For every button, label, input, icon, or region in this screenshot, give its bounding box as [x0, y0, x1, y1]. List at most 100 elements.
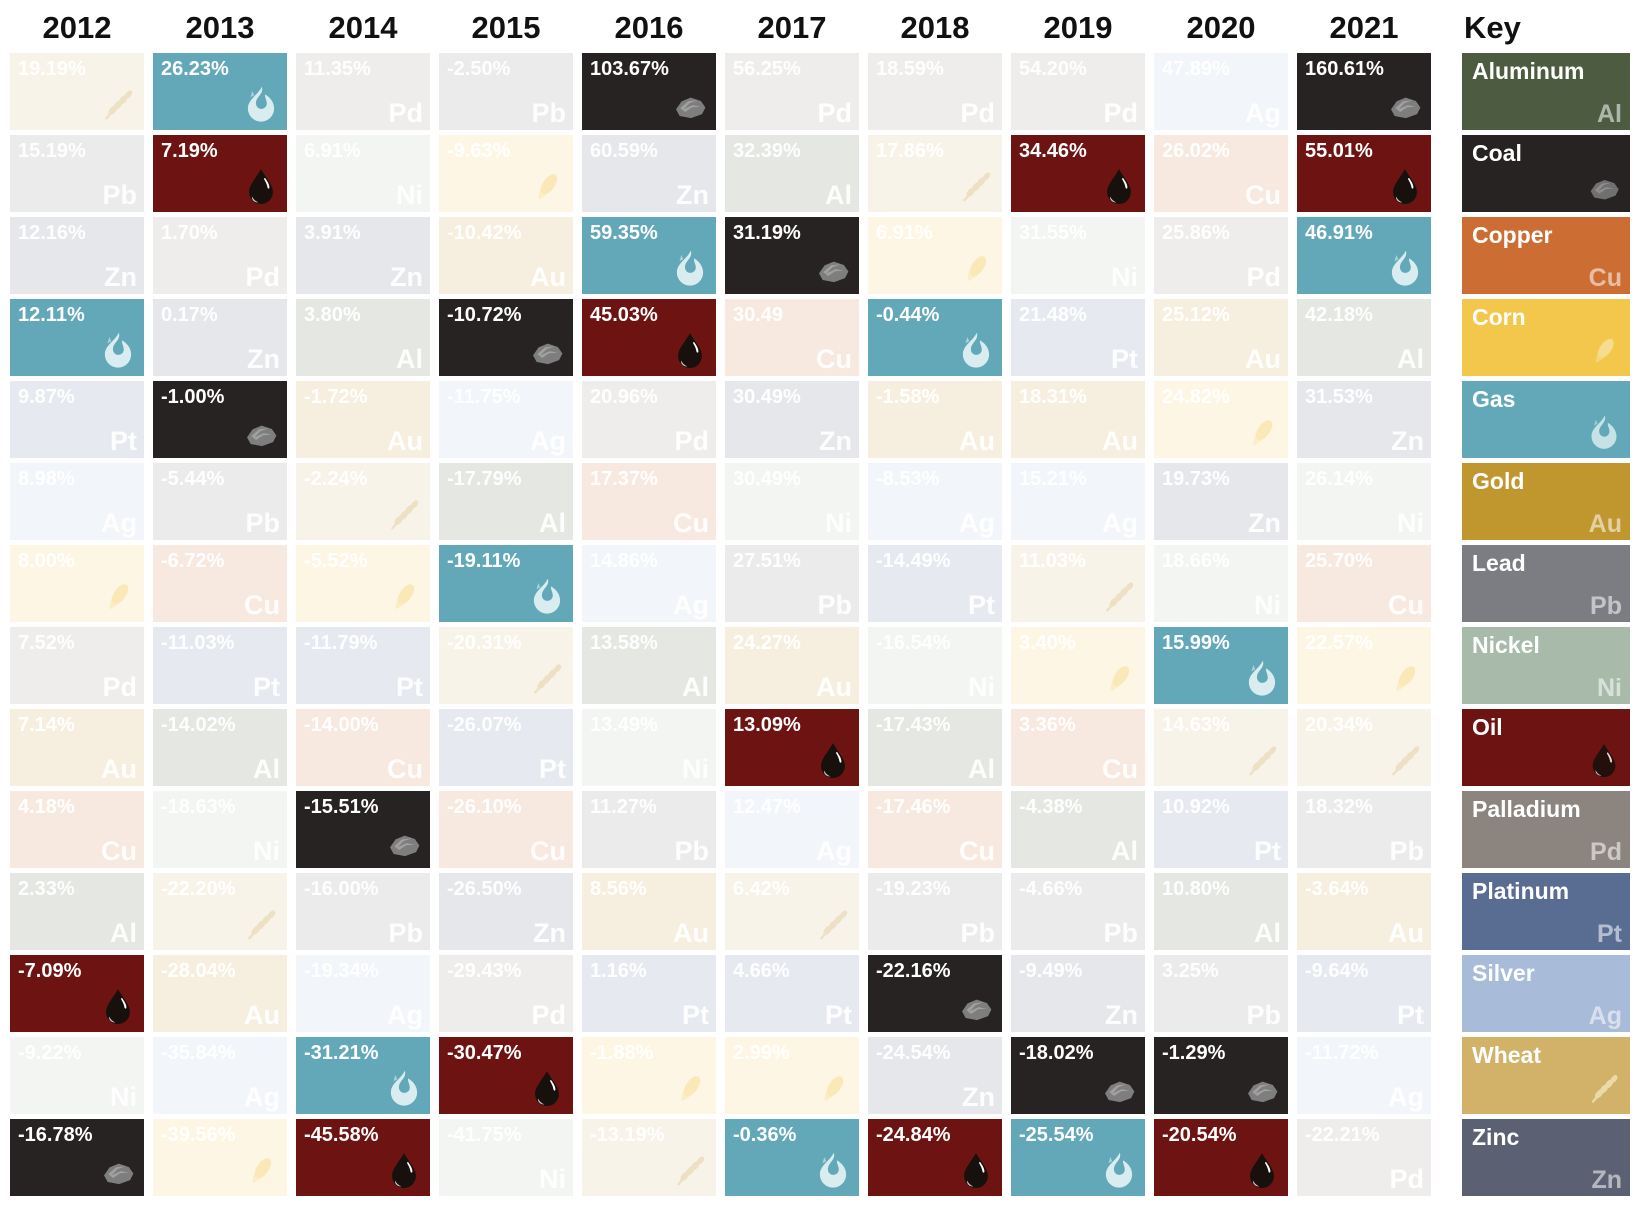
return-value: 21.48%	[1019, 304, 1087, 326]
element-symbol: Pt	[253, 672, 280, 702]
element-symbol: Cu	[101, 836, 137, 866]
return-value: -9.64%	[1305, 960, 1369, 982]
corn-icon	[1098, 658, 1140, 700]
cell-2014-copper: -14.00% Cu	[296, 709, 430, 786]
cell-2019-copper: 3.36% Cu	[1011, 709, 1145, 786]
key-item-nickel: Nickel Ni	[1462, 627, 1630, 704]
return-value: -10.42%	[447, 222, 522, 244]
return-value: -24.54%	[876, 1042, 951, 1064]
cell-2013-zinc: 0.17% Zn	[153, 299, 287, 376]
cell-2014-gas: -31.21%	[296, 1037, 430, 1114]
element-symbol: Ni	[682, 754, 709, 784]
year-header-2016: 2016	[614, 10, 684, 45]
wheat-icon	[1098, 576, 1140, 618]
return-value: 6.42%	[733, 878, 790, 900]
cell-2021-aluminum: 42.18% Al	[1297, 299, 1431, 376]
cell-2018-palladium: 18.59% Pd	[868, 53, 1002, 130]
element-symbol: Pd	[960, 98, 995, 128]
cell-2013-nickel: -18.63% Ni	[153, 791, 287, 868]
cell-2015-zinc: -26.50% Zn	[439, 873, 573, 950]
element-symbol: Ag	[1588, 1002, 1622, 1030]
return-value: 6.91%	[876, 222, 933, 244]
return-value: 12.47%	[733, 796, 801, 818]
coal-icon	[526, 330, 568, 372]
return-value: 2.33%	[18, 878, 75, 900]
cell-2016-silver: 14.86% Ag	[582, 545, 716, 622]
cell-2012-gas: 12.11%	[10, 299, 144, 376]
element-symbol: Zn	[533, 918, 566, 948]
key-item-gas: Gas	[1462, 381, 1630, 458]
element-symbol: Ag	[244, 1082, 280, 1112]
element-symbol: Al	[1111, 836, 1138, 866]
cell-2014-wheat: -2.24%	[296, 463, 430, 540]
cell-2013-coal: -1.00%	[153, 381, 287, 458]
element-symbol: Pb	[102, 180, 137, 210]
return-value: -16.00%	[304, 878, 379, 900]
return-value: 11.27%	[590, 796, 657, 818]
cell-2021-palladium: -22.21% Pd	[1297, 1119, 1431, 1196]
year-column-2015: 2015 -2.50% Pb -9.63% -10.42% Au -10.72% -11.75…	[439, 8, 573, 1196]
year-header-2019: 2019	[1043, 10, 1113, 45]
cell-2012-coal: -16.78%	[10, 1119, 144, 1196]
element-symbol: Au	[816, 672, 852, 702]
oil-drop-icon	[955, 1150, 997, 1192]
element-symbol: Pd	[245, 262, 280, 292]
cell-2021-wheat: 20.34%	[1297, 709, 1431, 786]
cell-2020-palladium: 25.86% Pd	[1154, 217, 1288, 294]
key-item-label: Copper	[1472, 222, 1553, 248]
key-item-platinum: Platinum Pt	[1462, 873, 1630, 950]
cell-2020-corn: 24.82%	[1154, 381, 1288, 458]
cell-2015-palladium: -29.43% Pd	[439, 955, 573, 1032]
return-value: -11.75%	[447, 386, 521, 408]
element-symbol: Ni	[396, 180, 423, 210]
return-value: -45.58%	[304, 1124, 379, 1146]
return-value: 18.66%	[1162, 550, 1230, 572]
wheat-icon	[526, 658, 568, 700]
return-value: -9.49%	[1019, 960, 1083, 982]
cell-2014-palladium: 11.35% Pd	[296, 53, 430, 130]
element-symbol: Zn	[1248, 508, 1281, 538]
cell-2021-platinum: -9.64% Pt	[1297, 955, 1431, 1032]
return-value: 26.14%	[1305, 468, 1373, 490]
year-column-2013: 2013 26.23% 7.19% 1.70% Pd 0.17% Zn -1.00% -5.44…	[153, 8, 287, 1196]
wheat-icon	[1241, 740, 1283, 782]
return-value: -41.75%	[447, 1124, 522, 1146]
cell-2020-silver: 47.89% Ag	[1154, 53, 1288, 130]
return-value: -16.54%	[876, 632, 951, 654]
year-column-2020: 2020 47.89% Ag 26.02% Cu 25.86% Pd 25.12% Au 24.8…	[1154, 8, 1288, 1196]
corn-icon	[1384, 658, 1426, 700]
element-symbol: Zn	[819, 426, 852, 456]
return-value: -9.63%	[447, 140, 511, 162]
year-header-2014: 2014	[328, 10, 398, 45]
element-symbol: Pd	[1590, 838, 1622, 866]
flame-icon	[383, 1068, 425, 1110]
return-value: 103.67%	[590, 58, 669, 80]
return-value: 8.56%	[590, 878, 647, 900]
key-item-oil: Oil	[1462, 709, 1630, 786]
oil-drop-icon	[1098, 166, 1140, 208]
element-symbol: Al	[110, 918, 137, 948]
element-symbol: Au	[1388, 918, 1424, 948]
coal-icon	[383, 822, 425, 864]
return-value: -11.79%	[304, 632, 378, 654]
element-symbol: Cu	[1102, 754, 1138, 784]
cell-2020-lead: 3.25% Pb	[1154, 955, 1288, 1032]
return-value: -13.19%	[590, 1124, 665, 1146]
cell-2014-coal: -15.51%	[296, 791, 430, 868]
return-value: 31.55%	[1019, 222, 1087, 244]
return-value: -8.53%	[876, 468, 940, 490]
return-value: -1.58%	[876, 386, 940, 408]
return-value: 3.40%	[1019, 632, 1076, 654]
cell-2012-nickel: -9.22% Ni	[10, 1037, 144, 1114]
return-value: -2.24%	[304, 468, 368, 490]
return-value: 59.35%	[590, 222, 658, 244]
cell-2014-gold: -1.72% Au	[296, 381, 430, 458]
element-symbol: Pd	[817, 98, 852, 128]
return-value: -14.00%	[304, 714, 379, 736]
element-symbol: Au	[244, 1000, 280, 1030]
cell-2018-silver: -8.53% Ag	[868, 463, 1002, 540]
key-item-label: Gas	[1472, 386, 1516, 412]
element-symbol: Pt	[539, 754, 566, 784]
element-symbol: Zn	[247, 344, 280, 374]
element-symbol: Pt	[825, 1000, 852, 1030]
